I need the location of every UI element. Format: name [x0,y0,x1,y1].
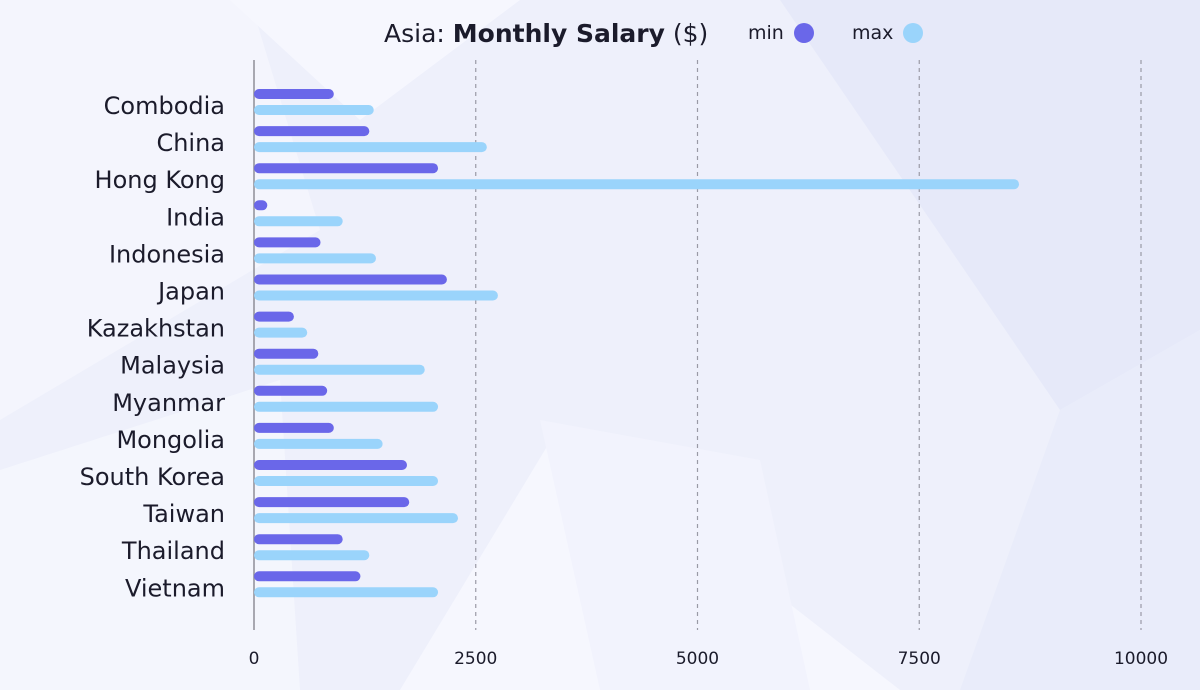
category-label: Kazakhstan [87,315,225,343]
x-tick-label: 5000 [676,649,719,669]
bar-max [254,401,439,412]
bar-max [254,476,439,486]
bar-min [254,348,319,359]
category-label: Taiwan [142,500,225,528]
category-label: Myanmar [112,389,225,417]
bar-min [254,126,370,137]
bar-max [254,327,308,338]
category-label: Japan [156,278,225,306]
title-unit: ($) [672,19,709,48]
bar-min [254,460,408,470]
legend-min: min [748,18,814,48]
bar-min [254,385,328,396]
bar-min [254,534,343,545]
category-label: Vietnam [125,574,225,602]
title-prefix: Asia: [384,19,445,48]
bar-max [254,438,383,449]
bar-min [254,200,268,211]
category-label: India [166,203,225,231]
x-tick-label: 0 [249,649,260,669]
title-main: Monthly Salary [452,19,665,48]
bar-max [254,216,343,227]
category-label: South Korea [80,463,225,491]
bar-min [254,311,294,322]
bar-min [254,163,439,174]
bar-min [254,237,321,248]
bar-max [254,513,459,524]
bar-min [254,422,334,433]
legend-max-label: max [852,22,894,44]
x-tick-label: 10000 [1114,649,1168,669]
bar-min [254,274,447,285]
bar-min [254,571,361,582]
bar-min [254,497,410,508]
chart-title: Asia: Monthly Salary ($) [384,14,708,54]
bar-max [254,105,374,115]
legend-min-label: min [748,22,784,44]
legend-min-swatch [793,23,814,43]
x-tick-label: 7500 [898,649,941,669]
bar-max [254,253,376,264]
category-label: Malaysia [120,352,225,380]
bar-max [254,587,439,598]
category-label: Indonesia [109,240,225,268]
bar-min [254,89,334,99]
bar-max [254,142,487,153]
category-label: China [156,129,225,157]
bar-max [254,550,370,561]
x-tick-label: 2500 [454,649,497,669]
category-label: Thailand [121,537,225,565]
bar-max [254,290,498,301]
category-label: Mongolia [116,426,225,454]
category-label: Hong Kong [95,166,225,194]
bar-max [254,364,425,375]
legend-max: max [852,18,924,48]
category-label: Combodia [104,92,225,120]
bar-max [254,179,1020,190]
legend-max-swatch [903,23,924,43]
